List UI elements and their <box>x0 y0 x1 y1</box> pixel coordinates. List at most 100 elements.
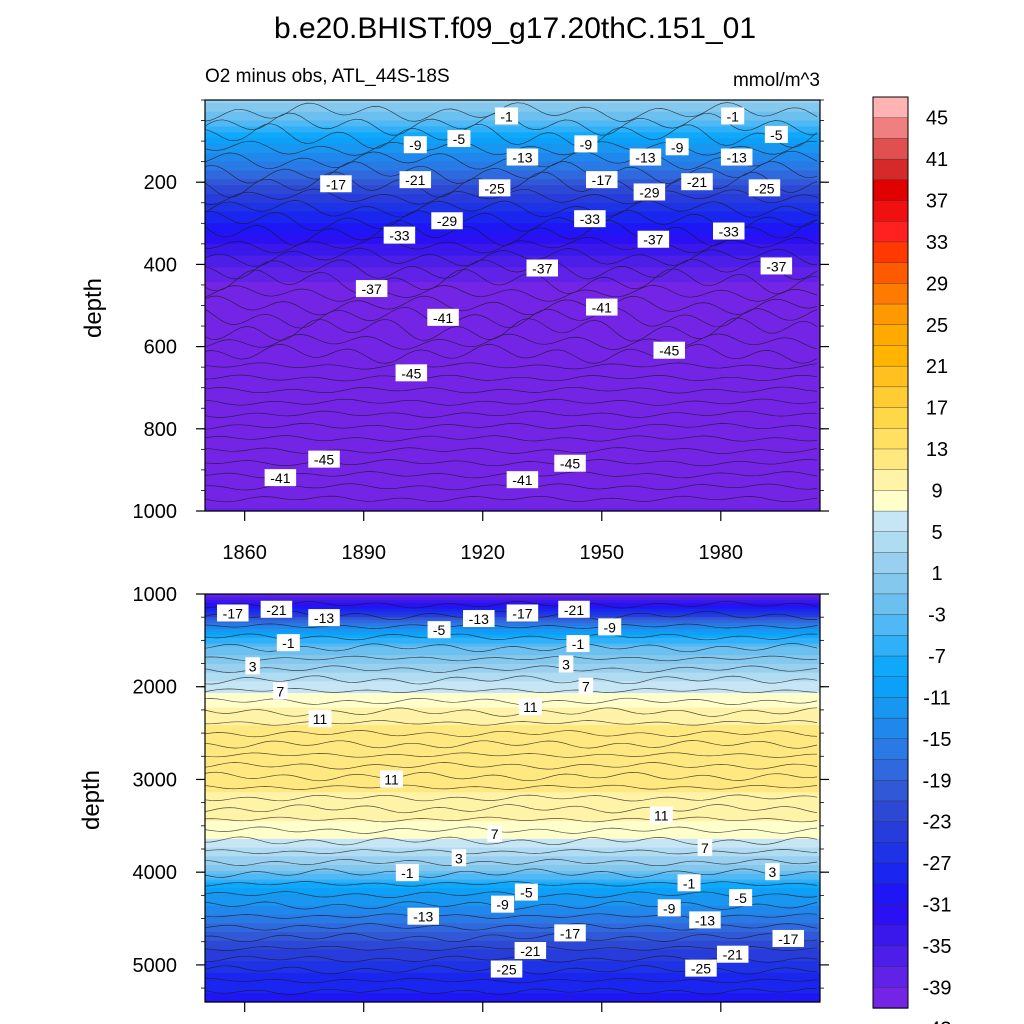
lower-band <box>205 754 820 758</box>
upper-band <box>205 196 820 201</box>
contour-label-bg <box>491 895 515 913</box>
contour-label-bg <box>490 960 523 978</box>
lower-contour-line <box>204 643 818 653</box>
upper-band <box>205 191 820 195</box>
contour-label: -9 <box>403 136 427 154</box>
colorbar-swatch <box>872 821 909 844</box>
lower-contour-line <box>204 688 818 694</box>
contour-label-bg <box>514 883 538 901</box>
lower-band <box>205 873 820 878</box>
contour-label: 7 <box>578 677 594 695</box>
upper-contour-line <box>204 236 818 254</box>
contour-label-bg <box>554 454 586 472</box>
upper-x-tick-label: 1860 <box>222 542 267 564</box>
upper-y-tick-label: 1000 <box>133 501 178 523</box>
contour-label-bg <box>395 364 428 382</box>
upper-contour-line <box>204 435 818 442</box>
contour-label-text: -1 <box>282 635 295 651</box>
upper-band <box>205 132 820 136</box>
colorbar-swatch <box>872 614 909 637</box>
upper-contour-line <box>204 188 818 205</box>
contour-label: -9 <box>657 899 681 917</box>
contour-label: -25 <box>748 179 781 197</box>
lower-band <box>205 730 820 735</box>
upper-contour-line <box>204 343 818 364</box>
contour-label-text: -21 <box>266 602 286 618</box>
upper-band <box>205 367 820 371</box>
contour-label: 11 <box>518 698 542 716</box>
upper-band <box>205 449 820 453</box>
contour-label-bg <box>463 610 495 628</box>
lower-band <box>205 786 820 790</box>
colorbar-swatch <box>872 324 909 347</box>
contour-label-bg <box>653 341 685 359</box>
colorbar-swatch <box>872 158 909 181</box>
upper-band <box>205 220 820 224</box>
lower-contour-line <box>204 804 818 814</box>
lower-contour-line <box>204 697 818 705</box>
colorbar-swatch <box>872 200 909 222</box>
contour-label: -5 <box>729 889 753 907</box>
contour-label-bg <box>697 839 713 857</box>
upper-band <box>205 126 820 130</box>
upper-band <box>205 217 820 221</box>
upper-band <box>205 446 820 450</box>
contour-label: -41 <box>427 308 459 326</box>
contour-label-text: -21 <box>687 174 707 190</box>
lower-contour-labels: -17 -21-13-5-13 -17 -21-9-1 -13 37 71111111173… <box>217 600 805 978</box>
lower-band <box>205 952 820 956</box>
upper-band <box>205 308 820 312</box>
lower-band <box>205 643 820 648</box>
upper-band <box>205 193 820 198</box>
lower-band <box>205 867 820 872</box>
upper-band <box>205 270 820 274</box>
contour-label: -29 <box>431 212 463 230</box>
contour-label-bg <box>764 125 788 143</box>
upper-band <box>205 390 820 395</box>
contour-label-text: -9 <box>663 900 676 916</box>
contour-label-bg <box>586 298 618 316</box>
lower-contour-line <box>204 740 818 749</box>
contour-label: -1 <box>677 874 701 892</box>
upper-band <box>205 188 820 192</box>
lower-band <box>205 815 820 819</box>
upper-band <box>205 452 820 456</box>
upper-band <box>205 487 820 492</box>
lower-contour-line <box>204 655 818 662</box>
contour-label-bg <box>264 469 297 487</box>
contour-label-bg <box>399 171 432 189</box>
upper-band <box>205 417 820 421</box>
upper-field <box>205 100 820 512</box>
contour-label: 3 <box>558 655 574 673</box>
lower-band <box>205 882 820 887</box>
upper-band <box>205 214 820 219</box>
upper-band <box>205 334 820 339</box>
lower-y-axis-label: depth <box>78 770 105 830</box>
colorbar-swatch <box>872 655 909 678</box>
contour-label: -45 <box>308 450 340 468</box>
upper-band <box>205 396 820 401</box>
lower-band <box>205 777 820 782</box>
contour-label-text: -41 <box>433 310 453 326</box>
lower-band <box>205 760 820 764</box>
upper-band <box>205 264 820 268</box>
upper-band <box>205 393 820 398</box>
colorbar-tick-label: 1 <box>931 563 942 585</box>
contour-label: -17 <box>506 604 539 622</box>
contour-label-text: -13 <box>727 150 747 166</box>
colorbar-swatch <box>872 883 909 906</box>
lower-band <box>205 958 820 962</box>
upper-band <box>205 337 820 342</box>
colorbar-tick-label: 13 <box>926 439 948 461</box>
colorbar-swatch <box>872 842 909 864</box>
upper-band <box>205 361 820 365</box>
lower-band <box>205 844 820 849</box>
lower-band <box>205 681 820 685</box>
contour-label: -1 <box>721 107 745 125</box>
chart-title: b.e20.BHIST.f09_g17.20thC.151_01 <box>274 12 756 45</box>
lower-contour-line <box>204 836 818 846</box>
upper-band <box>205 458 820 462</box>
contour-label-bg <box>526 259 559 277</box>
contour-label-bg <box>677 874 701 892</box>
